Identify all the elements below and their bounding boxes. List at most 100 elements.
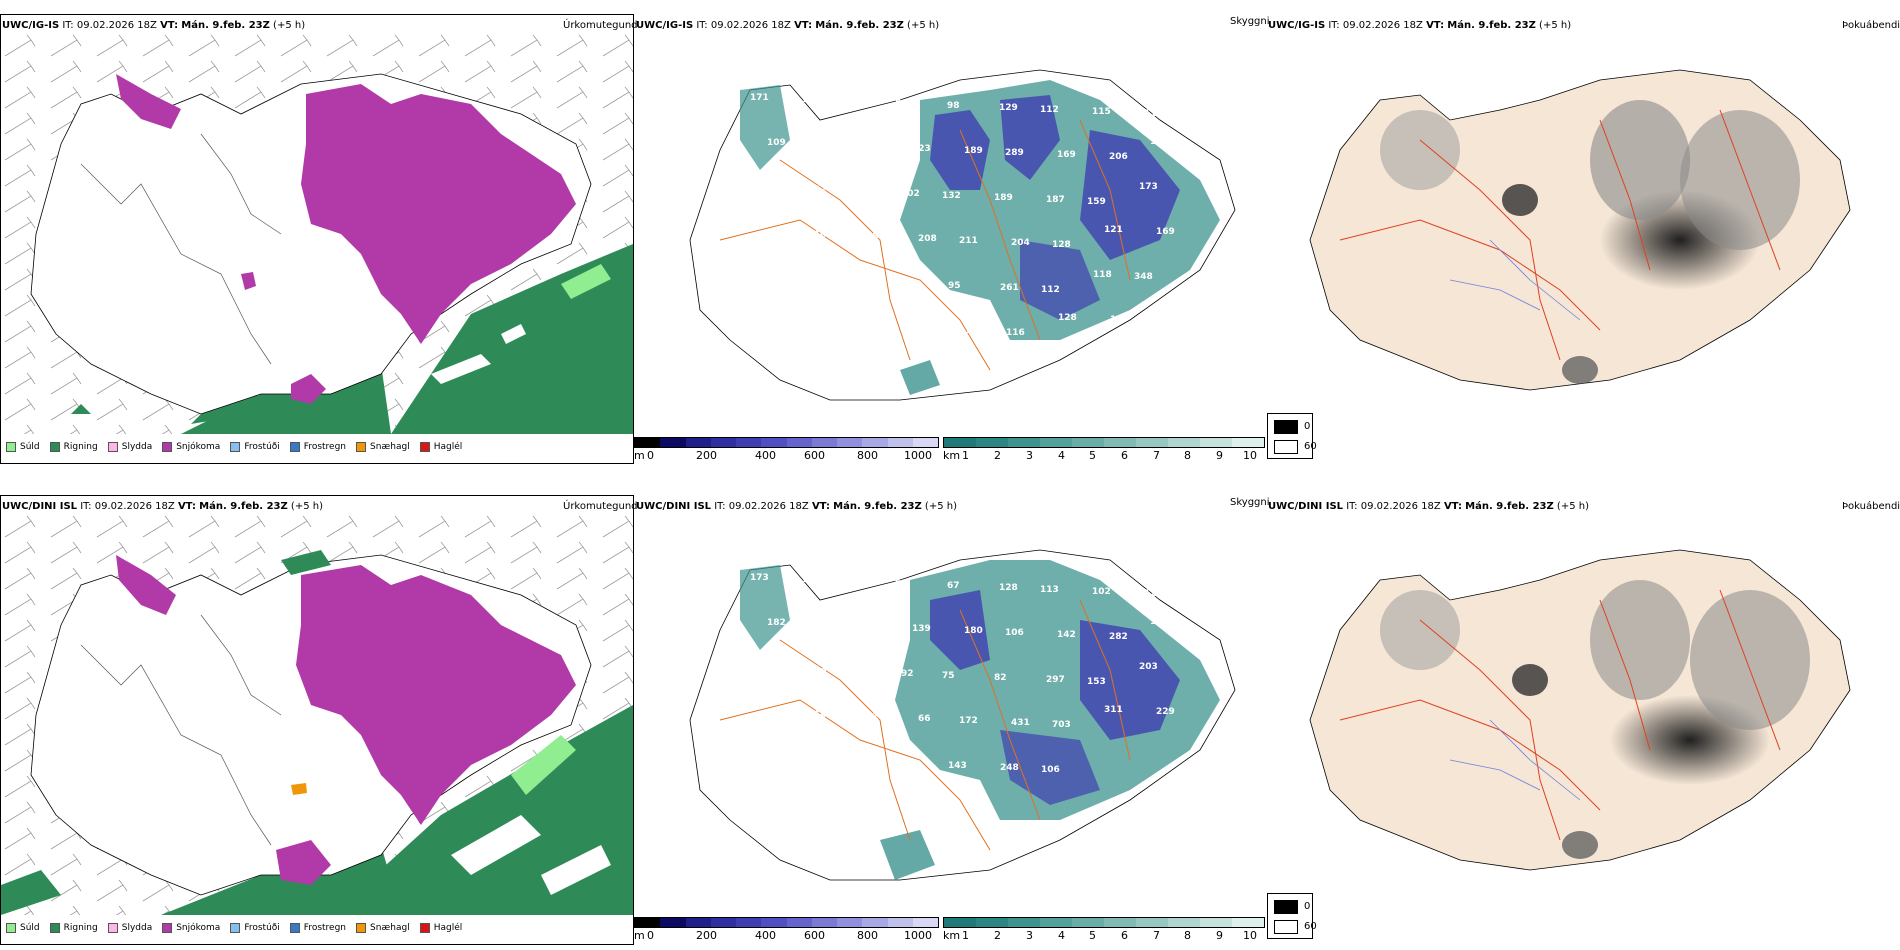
colorbar-cell [736, 918, 762, 927]
legend-item-sleet: Slydda [107, 442, 152, 452]
precip-type-map [1, 515, 633, 915]
vis-panel-title: Skyggni [1230, 16, 1270, 27]
visibility-value-label: 142 [1150, 617, 1169, 627]
colorbar-visibility-1: km 1 2 3 4 5 6 7 8 9 10 [943, 437, 1265, 462]
valid-time: Mán. 9.feb. 23Z [1447, 20, 1536, 31]
vis-panel-title: Skyggni [1230, 497, 1270, 508]
visibility-value-label: 139 [1150, 137, 1169, 147]
swatch-hail [419, 442, 430, 452]
swatch-snow-pellets [356, 923, 367, 933]
colorbar-visibility-tick: 1 [962, 449, 969, 462]
visibility-value-label: 208 [918, 234, 937, 244]
colorbar-cell [761, 918, 787, 927]
swatch-hail [419, 923, 430, 933]
visibility-value-label: 128 [1052, 240, 1071, 250]
colorbar-visibility-tick: 1 [962, 929, 969, 942]
colorbar-elevation-tick: 200 [696, 929, 717, 942]
colorbar-visibility-unit: km [943, 929, 961, 942]
lead-time: (+5 h) [290, 501, 323, 512]
legend-item-freezing-rain: Frostregn [289, 923, 346, 933]
visibility-value-label: 138 [819, 620, 838, 630]
colorbar-elevation-tick: 200 [696, 449, 717, 462]
visibility-value-label: 140 [860, 142, 879, 152]
colorbar-cell [635, 918, 661, 927]
visibility-value-label: 139 [912, 624, 931, 634]
visibility-value-label: 585 [866, 232, 885, 242]
visibility-value-label: 112 [855, 757, 874, 767]
colorbar-cell [1008, 438, 1040, 447]
visibility-value-label: 310 [866, 712, 885, 722]
legend-item-snow: Snjókoma [162, 923, 220, 933]
visibility-value-label: 123 [912, 144, 931, 154]
legend-item-drizzle: Súld [6, 923, 40, 933]
model-name: UWC/IG-IS [1268, 20, 1326, 31]
vis-panel-header: UWC/DINI ISL IT: 09.02.2026 18Z VT: Mán.… [636, 501, 957, 513]
cloud-legend-black-label: 0 [1304, 901, 1311, 912]
visibility-value-label: 97 [895, 579, 908, 589]
valid-label: VT: [794, 20, 813, 31]
visibility-value-label: 301 [849, 187, 868, 197]
cloud-legend-1: 0 60 [1267, 413, 1317, 459]
colorbar-cell [862, 438, 888, 447]
visibility-value-label: 173 [750, 573, 769, 583]
legend-item-sleet: Slydda [107, 923, 152, 933]
visibility-value-label: 92 [901, 669, 914, 679]
visibility-value-label: 115 [1092, 107, 1111, 117]
colorbar-cell [635, 438, 661, 447]
visibility-value-label: 189 [964, 146, 983, 156]
precip-panel-frame [0, 14, 634, 464]
colorbar-elevation-tick: 1000 [904, 929, 932, 942]
visibility-value-label: 169 [1057, 150, 1076, 160]
valid-label: VT: [1443, 501, 1462, 512]
visibility-value-label: 206 [1109, 152, 1128, 162]
valid-label: VT: [160, 20, 179, 31]
visibility-value-label: 79 [854, 577, 867, 587]
colorbar-cell [685, 918, 711, 927]
colorbar-elevation-cells [634, 437, 939, 448]
colorbar-elevation-tick: 1000 [904, 449, 932, 462]
colorbar-cell [1104, 918, 1136, 927]
colorbar-cell [944, 438, 976, 447]
visibility-value-label: 132 [942, 191, 961, 201]
swatch-freezing-drizzle [230, 442, 241, 452]
swatch-drizzle [6, 442, 16, 452]
lead-time: (+5 h) [1539, 20, 1572, 31]
colorbar-elevation-tick: 400 [755, 449, 776, 462]
cloud-legend-white-box [1274, 440, 1298, 454]
visibility-value-label: 789 [896, 279, 915, 289]
legend-item-snow: Snjókoma [162, 442, 220, 452]
issue-time: IT: 09.02.2026 18Z [80, 501, 175, 512]
valid-time: Mán. 9.feb. 23Z [833, 501, 922, 512]
colorbar-visibility-tick: 4 [1058, 449, 1065, 462]
visibility-value-label: 431 [1011, 718, 1030, 728]
colorbar-cell [1040, 438, 1072, 447]
legend-item-freezing-rain: Frostregn [289, 442, 346, 452]
issue-time: IT: 09.02.2026 18Z [1346, 501, 1441, 512]
colorbar-cell [1200, 918, 1232, 927]
cloud-legend-white-box [1274, 920, 1298, 934]
colorbar-visibility-tick: 5 [1089, 929, 1096, 942]
swatch-drizzle [6, 923, 16, 933]
visibility-value-label: 15 [802, 95, 815, 105]
colorbar-cell [761, 438, 787, 447]
visibility-value-label: 204 [1011, 238, 1030, 248]
visibility-value-label: 113 [1040, 585, 1059, 595]
colorbar-cell [1232, 438, 1264, 447]
legend-item-freezing-drizzle: Frostúði [230, 923, 280, 933]
visibility-value-label: 132 [756, 663, 775, 673]
legend-item-rain: Rigning [49, 442, 98, 452]
cloud-legend-2: 0 60 [1267, 893, 1317, 939]
legend-item-drizzle: Súld [6, 442, 40, 452]
visibility-value-label: 106 [1005, 628, 1024, 638]
swatch-freezing-drizzle [230, 923, 241, 933]
colorbar-cell [912, 438, 938, 447]
visibility-value-label: 145 [773, 708, 792, 718]
colorbar-visibility-tick: 10 [1243, 929, 1257, 942]
colorbar-elevation-tick: 600 [804, 929, 825, 942]
precip-panel-frame [0, 495, 634, 945]
colorbar-cell [685, 438, 711, 447]
visibility-value-label: 189 [994, 193, 1013, 203]
cloud-legend-white-label: 60 [1304, 921, 1317, 932]
visibility-value-label: 95 [948, 281, 961, 291]
visibility-value-label: 348 [1134, 272, 1153, 282]
